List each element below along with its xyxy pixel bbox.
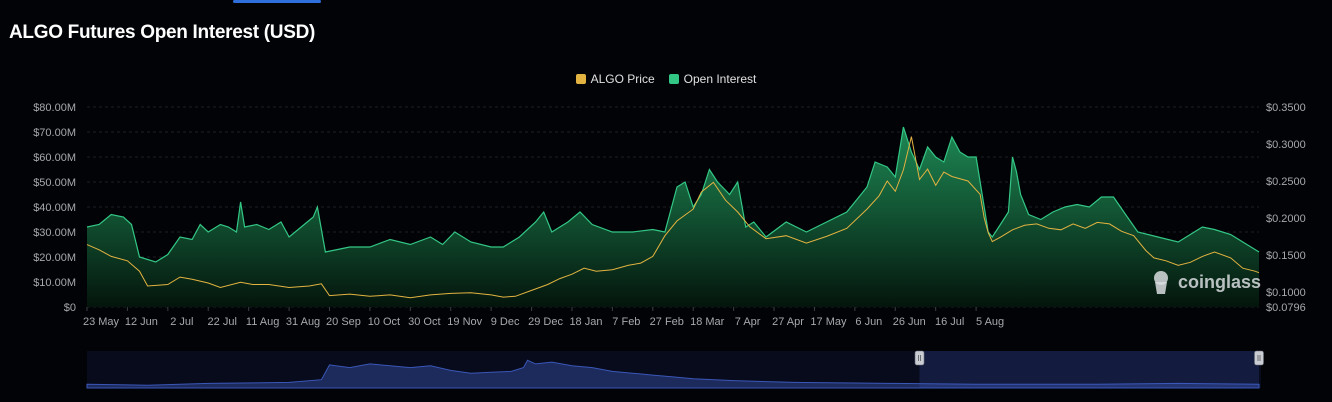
y-right-tick-label: $0.1000 [1266, 287, 1306, 299]
y-left-tick-label: $20.00M [33, 252, 76, 264]
x-tick-label: 19 Nov [447, 316, 482, 328]
navigator-selection[interactable] [919, 351, 1259, 388]
navigator-handle-left[interactable] [914, 350, 925, 366]
y-axis-left: $0 $10.00M $20.00M $30.00M $40.00M $50.00M $60… [33, 102, 76, 314]
y-left-tick-label: $0 [64, 302, 76, 314]
price-line [86, 136, 1260, 299]
y-left-tick-label: $60.00M [33, 152, 76, 164]
x-tick-label: 7 Feb [612, 316, 640, 328]
y-left-tick-label: $10.00M [33, 277, 76, 289]
x-tick-label: 10 Oct [368, 316, 400, 328]
x-tick-label: 7 Apr [735, 316, 761, 328]
y-right-tick-label: $0.1500 [1266, 250, 1306, 262]
legend-swatch-price [575, 74, 586, 84]
x-tick-label: 26 Jun [893, 316, 926, 328]
y-right-tick-label: $0.3500 [1266, 102, 1306, 114]
y-left-tick-label: $40.00M [33, 202, 76, 214]
legend-label-open-interest: Open Interest [683, 72, 757, 86]
x-tick-label: 18 Mar [690, 316, 725, 328]
y-left-tick-label: $80.00M [33, 102, 76, 114]
tab-indicator [233, 0, 321, 3]
y-left-tick-label: $70.00M [33, 127, 76, 139]
x-tick-label: 11 Aug [246, 316, 279, 328]
x-tick-label: 20 Sep [326, 316, 361, 328]
navigator-series [86, 359, 1260, 389]
legend: ALGO Price Open Interest [0, 72, 1332, 86]
open-interest-area [87, 127, 1259, 307]
time-range-navigator[interactable] [86, 350, 1264, 389]
coinglass-logo-icon [1154, 271, 1168, 294]
legend-item-price[interactable]: ALGO Price [575, 72, 655, 86]
y-right-tick-label: $0.2000 [1266, 213, 1306, 225]
legend-label-price: ALGO Price [590, 72, 655, 86]
y-right-tick-label: $0.3000 [1266, 139, 1306, 151]
coinglass-watermark: coinglass [1154, 271, 1261, 294]
x-tick-label: 22 Jul [208, 316, 237, 328]
x-tick-label: 9 Dec [491, 316, 520, 328]
chart-title: ALGO Futures Open Interest (USD) [9, 22, 316, 43]
x-tick-label: 6 Jun [855, 316, 882, 328]
y-left-tick-label: $50.00M [33, 177, 76, 189]
x-tick-label: 12 Jun [125, 316, 158, 328]
x-tick-label: 23 May [83, 316, 120, 328]
x-tick-label: 27 Feb [650, 316, 684, 328]
y-left-tick-label: $30.00M [33, 227, 76, 239]
x-tick-label: 17 May [810, 316, 847, 328]
x-tick-label: 16 Jul [935, 316, 964, 328]
x-tick-label: 2 Jul [170, 316, 193, 328]
y-right-tick-label: $0.2500 [1266, 176, 1306, 188]
x-tick-label: 29 Dec [528, 316, 563, 328]
watermark-text: coinglass [1178, 272, 1261, 292]
x-tick-label: 5 Aug [976, 316, 1004, 328]
legend-swatch-open-interest [668, 74, 679, 84]
x-tick-label: 18 Jan [569, 316, 602, 328]
y-right-tick-label: $0.0796 [1266, 302, 1306, 314]
open-interest-line [86, 126, 1260, 263]
x-axis: 23 May 12 Jun 2 Jul 22 Jul 11 Aug 31 Aug 20 Se… [83, 307, 1004, 328]
x-tick-label: 31 Aug [286, 316, 320, 328]
navigator-handle-right[interactable] [1254, 350, 1264, 366]
y-axis-right: $0.0796 $0.1000 $0.1500 $0.2000 $0.2500 $0.30… [1266, 102, 1306, 314]
x-tick-label: 27 Apr [772, 316, 804, 328]
x-tick-label: 30 Oct [408, 316, 440, 328]
legend-item-open-interest[interactable]: Open Interest [668, 72, 757, 86]
